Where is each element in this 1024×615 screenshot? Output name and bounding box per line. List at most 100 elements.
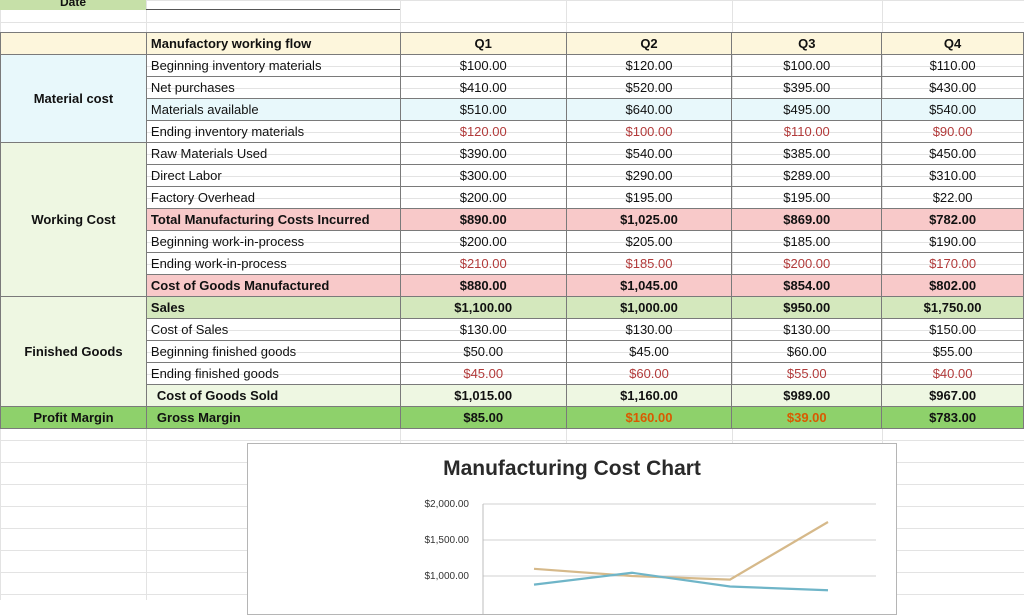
value-cell[interactable]: $967.00 (881, 384, 1024, 407)
value-cell[interactable]: $310.00 (881, 164, 1024, 187)
value-cell[interactable]: $110.00 (881, 54, 1024, 77)
value-cell[interactable]: $200.00 (399, 230, 567, 253)
value-cell[interactable]: $200.00 (399, 186, 567, 209)
value-cell[interactable]: $55.00 (731, 362, 883, 385)
value-cell[interactable]: $1,100.00 (399, 296, 567, 319)
row-label-cell[interactable]: Gross Margin (145, 406, 401, 429)
value-cell[interactable]: $1,160.00 (565, 384, 733, 407)
row-label-cell[interactable]: Factory Overhead (145, 186, 401, 209)
value-cell[interactable]: $540.00 (565, 142, 733, 165)
row-label-cell[interactable]: Beginning finished goods (145, 340, 401, 363)
value-cell[interactable]: $395.00 (731, 76, 883, 99)
row-label-cell[interactable]: Ending inventory materials (145, 120, 401, 143)
value-cell[interactable]: $1,750.00 (881, 296, 1024, 319)
value-cell[interactable]: $450.00 (881, 142, 1024, 165)
date-label-cell[interactable]: Date (0, 0, 146, 10)
table-row: Profit Margin Gross Margin $85.00 $160.0… (0, 406, 1024, 429)
value-cell[interactable]: $39.00 (731, 406, 883, 429)
value-cell[interactable]: $50.00 (399, 340, 567, 363)
y-tick-label: $1,500.00 (425, 535, 470, 546)
header-q1-cell[interactable]: Q1 (399, 32, 567, 55)
row-label-cell[interactable]: Cost of Goods Sold (145, 384, 401, 407)
value-cell[interactable]: $60.00 (731, 340, 883, 363)
row-label-cell[interactable]: Raw Materials Used (145, 142, 401, 165)
value-cell[interactable]: $950.00 (731, 296, 883, 319)
value-cell[interactable]: $130.00 (399, 318, 567, 341)
value-cell[interactable]: $289.00 (731, 164, 883, 187)
row-label-cell[interactable]: Net purchases (145, 76, 401, 99)
value-cell[interactable]: $495.00 (731, 98, 883, 121)
row-label-cell[interactable]: Cost of Sales (145, 318, 401, 341)
value-cell[interactable]: $410.00 (399, 76, 567, 99)
row-label-cell[interactable]: Ending work-in-process (145, 252, 401, 275)
value-cell[interactable]: $120.00 (565, 54, 733, 77)
value-cell[interactable]: $90.00 (881, 120, 1024, 143)
value-cell[interactable]: $430.00 (881, 76, 1024, 99)
value-cell[interactable]: $195.00 (565, 186, 733, 209)
value-cell[interactable]: $85.00 (399, 406, 567, 429)
value-cell[interactable]: $160.00 (565, 406, 733, 429)
value-cell[interactable]: $190.00 (881, 230, 1024, 253)
value-cell[interactable]: $195.00 (731, 186, 883, 209)
value-cell[interactable]: $120.00 (399, 120, 567, 143)
group-profit-margin[interactable]: Profit Margin (0, 406, 147, 429)
value-cell[interactable]: $100.00 (731, 54, 883, 77)
value-cell[interactable]: $1,025.00 (565, 208, 733, 231)
value-cell[interactable]: $45.00 (565, 340, 733, 363)
value-cell[interactable]: $40.00 (881, 362, 1024, 385)
value-cell[interactable]: $783.00 (881, 406, 1024, 429)
row-label-cell[interactable]: Ending finished goods (145, 362, 401, 385)
value-cell[interactable]: $210.00 (399, 252, 567, 275)
value-cell[interactable]: $110.00 (731, 120, 883, 143)
header-q2-cell[interactable]: Q2 (565, 32, 733, 55)
row-label-cell[interactable]: Total Manufacturing Costs Incurred (145, 208, 401, 231)
value-cell[interactable]: $300.00 (399, 164, 567, 187)
value-cell[interactable]: $1,045.00 (565, 274, 733, 297)
group-material-cost[interactable]: Material cost (0, 54, 147, 143)
row-label-cell[interactable]: Beginning inventory materials (145, 54, 401, 77)
value-cell[interactable]: $782.00 (881, 208, 1024, 231)
value-cell[interactable]: $22.00 (881, 186, 1024, 209)
value-cell[interactable]: $55.00 (881, 340, 1024, 363)
header-q3-cell[interactable]: Q3 (731, 32, 883, 55)
value-cell[interactable]: $520.00 (565, 76, 733, 99)
row-label-cell[interactable]: Direct Labor (145, 164, 401, 187)
manufacturing-cost-chart[interactable]: Manufacturing Cost Chart $2,000.00 $1,500… (247, 443, 897, 615)
value-cell[interactable]: $170.00 (881, 252, 1024, 275)
header-corner-cell[interactable] (0, 32, 147, 55)
value-cell[interactable]: $100.00 (399, 54, 567, 77)
value-cell[interactable]: $880.00 (399, 274, 567, 297)
value-cell[interactable]: $854.00 (731, 274, 883, 297)
row-label-cell[interactable]: Cost of Goods Manufactured (145, 274, 401, 297)
value-cell[interactable]: $185.00 (731, 230, 883, 253)
value-cell[interactable]: $290.00 (565, 164, 733, 187)
row-label-cell[interactable]: Materials available (145, 98, 401, 121)
row-label-cell[interactable]: Beginning work-in-process (145, 230, 401, 253)
value-cell[interactable]: $390.00 (399, 142, 567, 165)
value-cell[interactable]: $45.00 (399, 362, 567, 385)
value-cell[interactable]: $640.00 (565, 98, 733, 121)
date-value-cell[interactable] (146, 9, 400, 10)
row-label-cell[interactable]: Sales (145, 296, 401, 319)
value-cell[interactable]: $100.00 (565, 120, 733, 143)
value-cell[interactable]: $205.00 (565, 230, 733, 253)
value-cell[interactable]: $200.00 (731, 252, 883, 275)
value-cell[interactable]: $540.00 (881, 98, 1024, 121)
group-finished-goods[interactable]: Finished Goods (0, 296, 147, 407)
value-cell[interactable]: $869.00 (731, 208, 883, 231)
group-working-cost[interactable]: Working Cost (0, 142, 147, 297)
header-flow-cell[interactable]: Manufactory working flow (145, 32, 401, 55)
value-cell[interactable]: $185.00 (565, 252, 733, 275)
value-cell[interactable]: $150.00 (881, 318, 1024, 341)
value-cell[interactable]: $60.00 (565, 362, 733, 385)
header-q4-cell[interactable]: Q4 (881, 32, 1024, 55)
value-cell[interactable]: $385.00 (731, 142, 883, 165)
value-cell[interactable]: $130.00 (731, 318, 883, 341)
value-cell[interactable]: $1,015.00 (399, 384, 567, 407)
value-cell[interactable]: $1,000.00 (565, 296, 733, 319)
value-cell[interactable]: $802.00 (881, 274, 1024, 297)
value-cell[interactable]: $890.00 (399, 208, 567, 231)
value-cell[interactable]: $989.00 (731, 384, 883, 407)
value-cell[interactable]: $510.00 (399, 98, 567, 121)
value-cell[interactable]: $130.00 (565, 318, 733, 341)
